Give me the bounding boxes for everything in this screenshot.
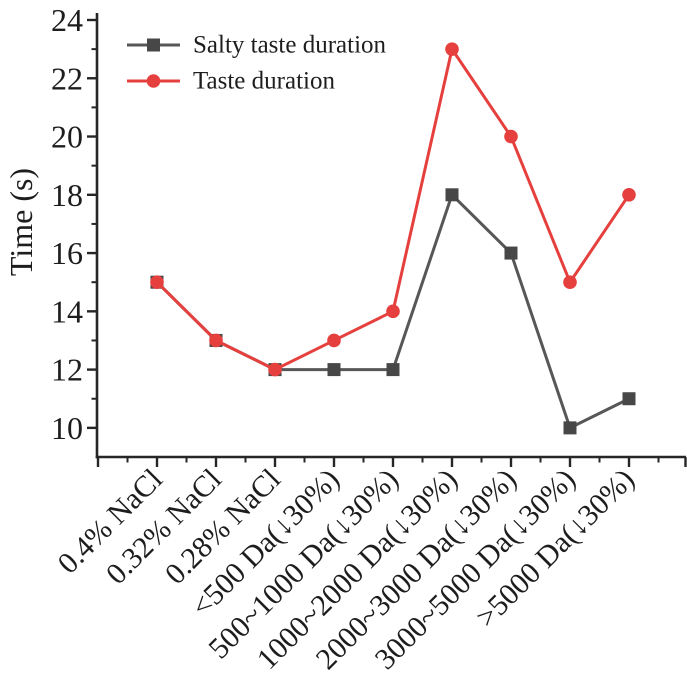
y-tick-label: 14 (51, 293, 83, 329)
y-tick-label: 10 (51, 410, 83, 446)
y-axis-title: Time (s) (3, 168, 39, 276)
y-tick-label: 12 (51, 352, 83, 388)
circle-marker (445, 42, 459, 56)
circle-marker (386, 304, 400, 319)
square-marker (445, 188, 459, 202)
circle-marker (327, 333, 341, 348)
square-marker (327, 363, 341, 377)
circle-marker (150, 275, 164, 290)
square-marker (386, 363, 400, 377)
y-tick-label: 18 (51, 177, 83, 213)
legend-circle-marker (146, 74, 161, 88)
circle-marker (268, 362, 282, 377)
circle-marker (622, 188, 636, 202)
legend-square-marker (147, 38, 160, 52)
y-tick-label: 20 (51, 119, 83, 155)
legend-label: Taste duration (193, 68, 335, 95)
y-tick-label: 22 (51, 60, 83, 96)
square-marker (504, 246, 518, 260)
series-line-1 (155, 45, 631, 372)
square-marker (622, 392, 636, 406)
y-tick-label: 16 (51, 235, 83, 271)
circle-marker (563, 275, 577, 290)
y-tick-label: 24 (51, 2, 83, 38)
circle-marker (504, 129, 518, 144)
legend-label: Salty taste duration (193, 32, 387, 59)
circle-marker (209, 333, 223, 348)
square-marker (563, 421, 577, 435)
